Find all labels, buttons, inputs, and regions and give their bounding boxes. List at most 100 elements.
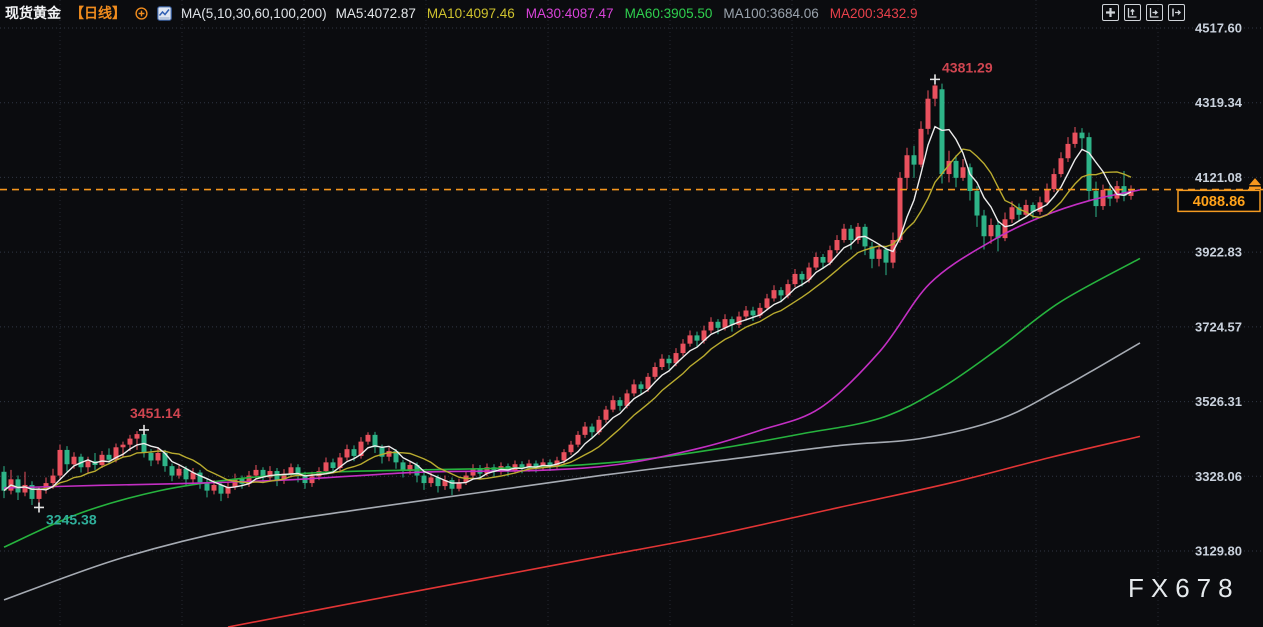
candle — [106, 454, 112, 460]
y-axis-tick: 4319.34 — [1195, 95, 1243, 110]
candle — [253, 469, 259, 476]
candle — [211, 484, 217, 491]
candle — [1058, 158, 1064, 175]
candle — [561, 452, 567, 461]
candle — [1114, 186, 1120, 199]
ma-line-MA10 — [3, 148, 1132, 492]
candle — [435, 477, 441, 487]
candle — [197, 472, 203, 483]
candle — [267, 471, 273, 478]
candle — [1037, 202, 1043, 212]
candle — [225, 486, 231, 494]
pan-icon[interactable] — [1102, 4, 1119, 21]
ma-line-MA30 — [3, 189, 1141, 489]
candle — [1030, 204, 1036, 212]
candle — [680, 343, 686, 354]
candle — [988, 224, 994, 237]
candle — [771, 290, 777, 299]
candle — [855, 226, 861, 241]
candle — [442, 480, 448, 487]
y-axis-tick: 3922.83 — [1195, 245, 1242, 260]
ma-params-label: MA(5,10,30,60,100,200) — [181, 5, 327, 21]
fit-horizontal-icon[interactable] — [1146, 4, 1163, 21]
candle — [120, 444, 126, 448]
candle — [386, 451, 392, 457]
candle — [694, 335, 700, 341]
candle — [330, 462, 336, 469]
candle — [722, 319, 728, 328]
candle — [29, 484, 35, 499]
candle — [757, 307, 763, 316]
candle — [792, 273, 798, 285]
ma-line-MA5 — [3, 125, 1132, 492]
candle — [36, 489, 42, 499]
candle — [323, 462, 329, 472]
candle — [666, 358, 672, 364]
candle — [827, 250, 833, 263]
extreme-cross-icon — [139, 424, 149, 435]
fit-vertical-icon[interactable] — [1124, 4, 1141, 21]
badge-box — [1177, 189, 1261, 213]
ma-legend-item: MA30:4087.47 — [525, 5, 614, 21]
candle — [967, 167, 973, 192]
candle — [785, 284, 791, 296]
ma-legend-item: MA5:4072.87 — [335, 5, 416, 21]
candle — [813, 256, 819, 268]
ma-legend-item: MA10:4097.46 — [426, 5, 515, 21]
candle — [981, 215, 987, 237]
candle — [246, 475, 252, 484]
candle — [204, 482, 210, 491]
chart-header: 现货黄金 【日线】 MA(5,10,30,60,100,200) MA5:407… — [5, 3, 918, 23]
annotation-high: 4381.29 — [942, 59, 993, 75]
y-axis-tick: 4121.08 — [1195, 170, 1242, 185]
candle — [15, 479, 21, 493]
candle — [708, 321, 714, 331]
candle — [715, 321, 721, 328]
candle — [603, 409, 609, 420]
price-up-arrow-icon — [1249, 178, 1261, 186]
candle — [743, 310, 749, 317]
candle — [379, 447, 385, 457]
candle — [1065, 143, 1071, 159]
candle — [1051, 174, 1057, 190]
candle — [22, 484, 28, 493]
candle — [869, 246, 875, 259]
expand-icon[interactable] — [135, 6, 148, 20]
candle — [190, 472, 196, 480]
candle — [736, 316, 742, 325]
candle — [624, 393, 630, 406]
candle — [169, 466, 175, 476]
candle — [1107, 189, 1113, 199]
candle — [428, 477, 434, 484]
candle — [778, 290, 784, 296]
candle — [918, 128, 924, 165]
extreme-cross-icon — [930, 74, 940, 85]
candle — [673, 353, 679, 364]
candle — [50, 475, 56, 484]
candle — [71, 456, 77, 465]
candle — [960, 167, 966, 178]
candle — [589, 426, 595, 433]
candle — [358, 441, 364, 456]
candle — [834, 240, 840, 251]
candle — [456, 482, 462, 489]
candle — [701, 330, 707, 341]
indicator-chart-icon[interactable] — [157, 5, 172, 21]
symbol-name: 现货黄金 — [5, 5, 61, 21]
candle — [617, 400, 623, 406]
candle — [575, 434, 581, 445]
candle — [64, 449, 70, 465]
candle — [162, 452, 168, 467]
candle — [1023, 204, 1029, 215]
annotations-layer: 4381.29 3451.14 3245.38 — [34, 59, 993, 527]
candle — [1009, 207, 1015, 220]
ma-legend-item: MA60:3905.50 — [624, 5, 713, 21]
candle — [337, 457, 343, 469]
shift-right-icon[interactable] — [1168, 4, 1185, 21]
candle — [407, 465, 413, 472]
candle — [638, 384, 644, 389]
candle — [1072, 132, 1078, 144]
ma-line-MA100 — [3, 342, 1141, 601]
candle — [687, 335, 693, 344]
